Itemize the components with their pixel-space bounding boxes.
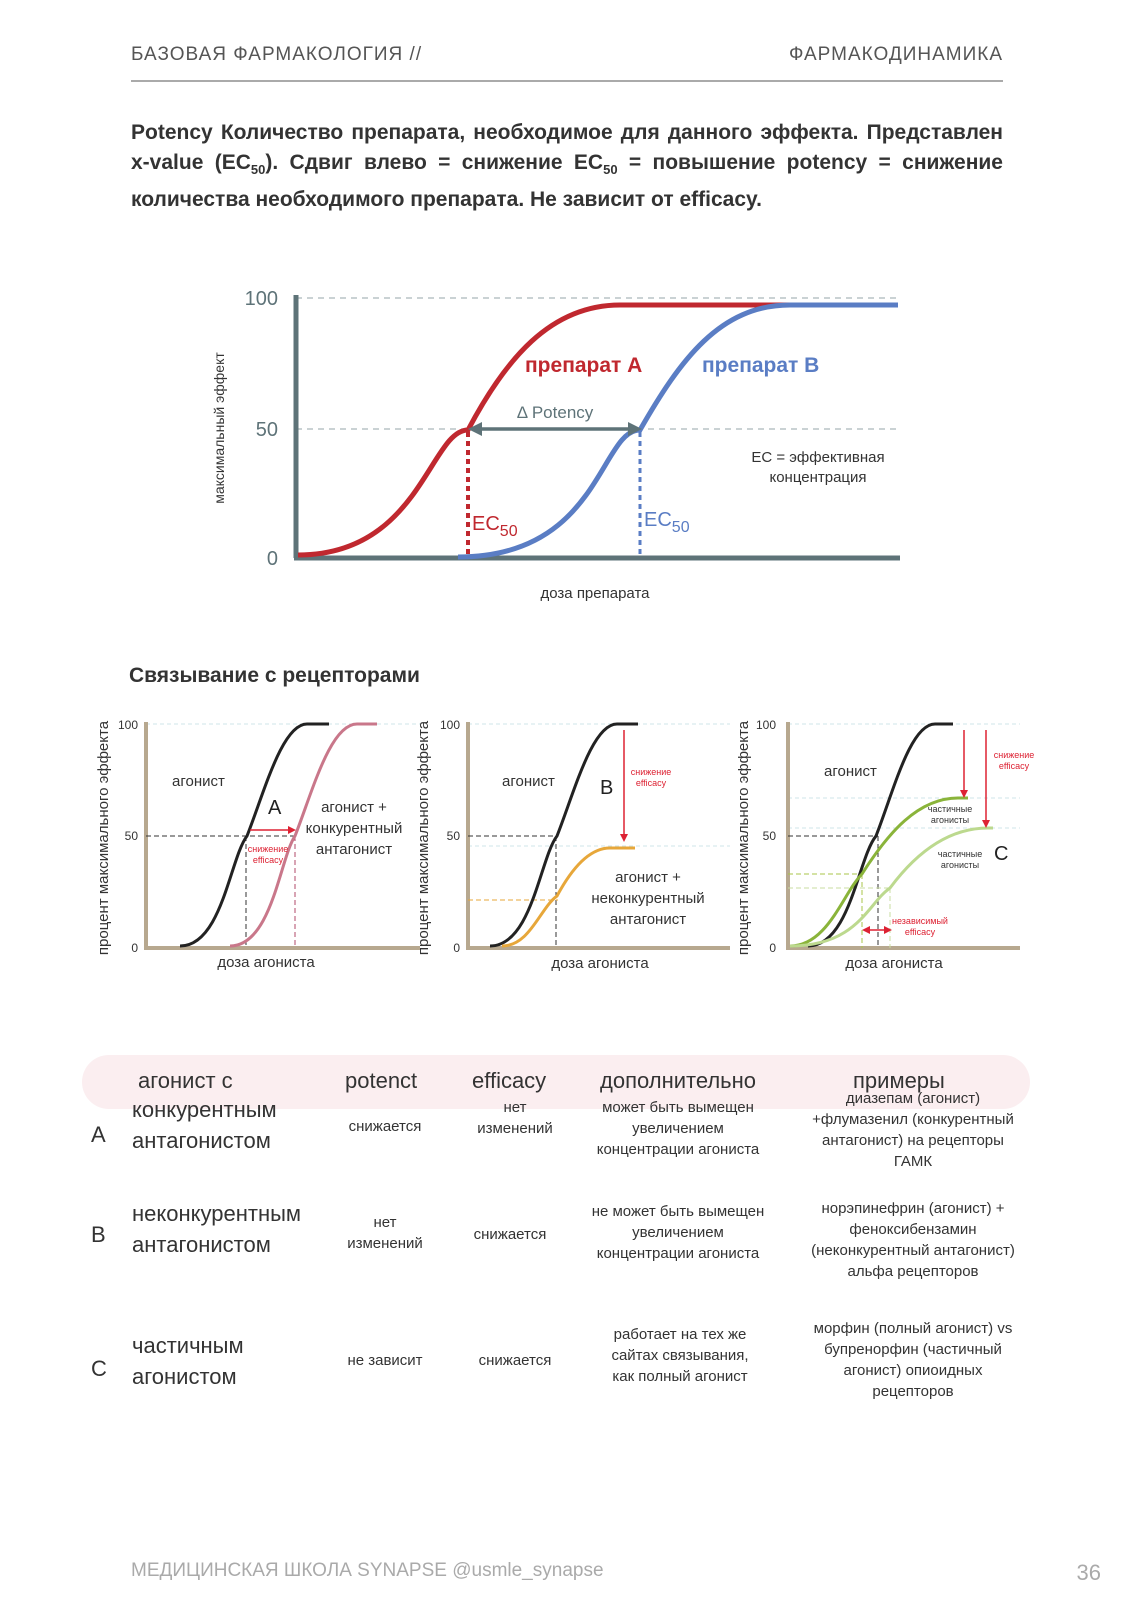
row-a-examples: диазепам (агонист) +флумазенил (конкурент… (812, 1090, 1014, 1170)
tick-0: 0 (131, 941, 138, 955)
row-c-efficacy: снижается (478, 1352, 552, 1369)
row-a-letter: A (91, 1122, 106, 1147)
svg-text:агонист +: агонист + (615, 869, 681, 886)
drug-b-label: препарат В (702, 354, 819, 377)
svg-text:снижение: снижение (631, 767, 672, 777)
svg-text:конкурентный: конкурентный (306, 820, 403, 837)
ec-note-line2: концентрация (769, 469, 866, 486)
th-potency: potenct (345, 1068, 418, 1093)
row-a-potency: снижается (348, 1118, 422, 1135)
row-c-potency: не зависит (347, 1352, 423, 1369)
x-axis-label: доза агониста (845, 955, 943, 972)
x-axis-label: доза агониста (551, 955, 649, 972)
chart-partial-agonist: 100 50 0 процент максимального эффекта д… (738, 718, 1035, 972)
ec50-b-label: EC50 (644, 509, 690, 536)
tick-50: 50 (125, 829, 139, 843)
row-b-examples: норэпинефрин (агонист) + феноксибензамин(… (811, 1200, 1015, 1280)
tick-100: 100 (440, 718, 460, 732)
row-c-letter: C (91, 1356, 107, 1381)
tick-100: 100 (756, 718, 776, 732)
svg-text:снижение: снижение (248, 844, 289, 854)
header-title-left: БАЗОВАЯ ФАРМАКОЛОГИЯ // (131, 44, 423, 65)
svg-text:efficacy: efficacy (253, 855, 284, 865)
row-a-extra: может быть вымещен увеличением концентраци… (596, 1099, 760, 1158)
row-b-name: неконкурентным антагонистом (132, 1201, 302, 1257)
th-agonist: агонист с (138, 1068, 233, 1093)
tick-0: 0 (769, 941, 776, 955)
agonist-label: агонист (502, 773, 555, 790)
y-tick-100: 100 (245, 288, 278, 310)
agonist-curve (179, 722, 329, 948)
row-b-efficacy: снижается (473, 1226, 547, 1243)
panel-letter-a: A (268, 797, 282, 819)
svg-text:независимый: независимый (892, 916, 948, 926)
svg-text:efficacy: efficacy (636, 778, 667, 788)
agonist-antagonist-curve (501, 846, 635, 948)
svg-text:частичные: частичные (938, 849, 982, 859)
row-a-efficacy: нет изменений (477, 1099, 553, 1137)
x-axis-label: доза препарата (541, 585, 651, 602)
row-b-potency: нет изменений (347, 1214, 423, 1252)
svg-text:неконкурентный: неконкурентный (591, 890, 704, 907)
agonist-curve (489, 722, 638, 948)
x-axis-label: доза агониста (217, 954, 315, 971)
th-efficacy: efficacy (472, 1068, 547, 1093)
panel-letter-c: C (994, 843, 1008, 865)
y-tick-0: 0 (267, 548, 278, 570)
agonist-label: агонист (824, 763, 877, 780)
partial-agonist-curve-1 (789, 796, 968, 948)
y-axis-label: процент максимального эффекта (95, 720, 112, 955)
arrowhead-right (628, 422, 642, 436)
panel-letter-b: B (600, 777, 613, 799)
page-number: 36 (1076, 1560, 1101, 1585)
header-divider (131, 80, 1003, 82)
row-c-examples: морфин (полный агонист) vs бупренорфин (ч… (813, 1320, 1013, 1400)
agonist-curve (807, 722, 953, 948)
svg-text:efficacy: efficacy (905, 927, 936, 937)
y-axis-label: процент максимального эффекта (415, 720, 432, 955)
table-header-band (82, 1055, 1030, 1109)
arrowhead-left (468, 422, 482, 436)
svg-text:агонист +: агонист + (321, 799, 387, 816)
svg-text:агонисты: агонисты (941, 860, 979, 870)
chart-competitive-antagonist: 100 50 0 процент максимального эффекта д… (95, 718, 420, 971)
svg-text:снижение: снижение (994, 750, 1035, 760)
agonist-label: агонист (172, 773, 225, 790)
footer-left: МЕДИЦИНСКАЯ ШКОЛА SYNAPSE @usmle_synapse (131, 1560, 604, 1581)
row-a-name: конкурентным антагонистом (132, 1097, 277, 1153)
svg-text:частичные: частичные (928, 804, 972, 814)
row-b-extra: не может быть вымещен увеличением концентр… (591, 1203, 765, 1262)
tick-100: 100 (118, 718, 138, 732)
row-c-extra: работает на тех же сайтах связывания, как … (611, 1326, 749, 1385)
row-c-name: частичным агонистом (132, 1333, 244, 1389)
y-tick-50: 50 (256, 419, 278, 441)
y-axis-label: максимальный эффект (211, 352, 227, 504)
y-axis-label: процент максимального эффекта (738, 720, 752, 955)
chart-noncompetitive-antagonist: 100 50 0 процент максимального эффекта д… (415, 718, 730, 972)
drug-a-label: препарат А (525, 354, 642, 377)
header-title-right: ФАРМАКОДИНАМИКА (788, 44, 1003, 65)
tick-50: 50 (447, 829, 461, 843)
section-title: Связывание с рецепторами (129, 664, 420, 687)
tick-0: 0 (453, 941, 460, 955)
partial-agonist-curve-2 (789, 826, 993, 948)
agonist-antagonist-curve (229, 722, 377, 948)
svg-text:антагонист: антагонист (610, 911, 686, 928)
delta-potency-label: Δ Potency (517, 403, 594, 422)
th-examples: примеры (853, 1068, 945, 1093)
potency-chart: 100 50 0 максимальный эффект доза препар… (211, 288, 900, 602)
tick-50: 50 (763, 829, 777, 843)
th-extra: дополнительно (600, 1068, 757, 1093)
ec50-a-label: EC50 (472, 513, 518, 540)
svg-text:антагонист: антагонист (316, 841, 392, 858)
row-b-letter: B (91, 1222, 106, 1247)
svg-text:агонисты: агонисты (931, 815, 969, 825)
svg-text:efficacy: efficacy (999, 761, 1030, 771)
intro-paragraph: Potency Количество препарата, необходимо… (131, 121, 1003, 212)
curve-drug-a (297, 302, 898, 558)
ec-note-line1: EC = эффективная (751, 449, 884, 466)
